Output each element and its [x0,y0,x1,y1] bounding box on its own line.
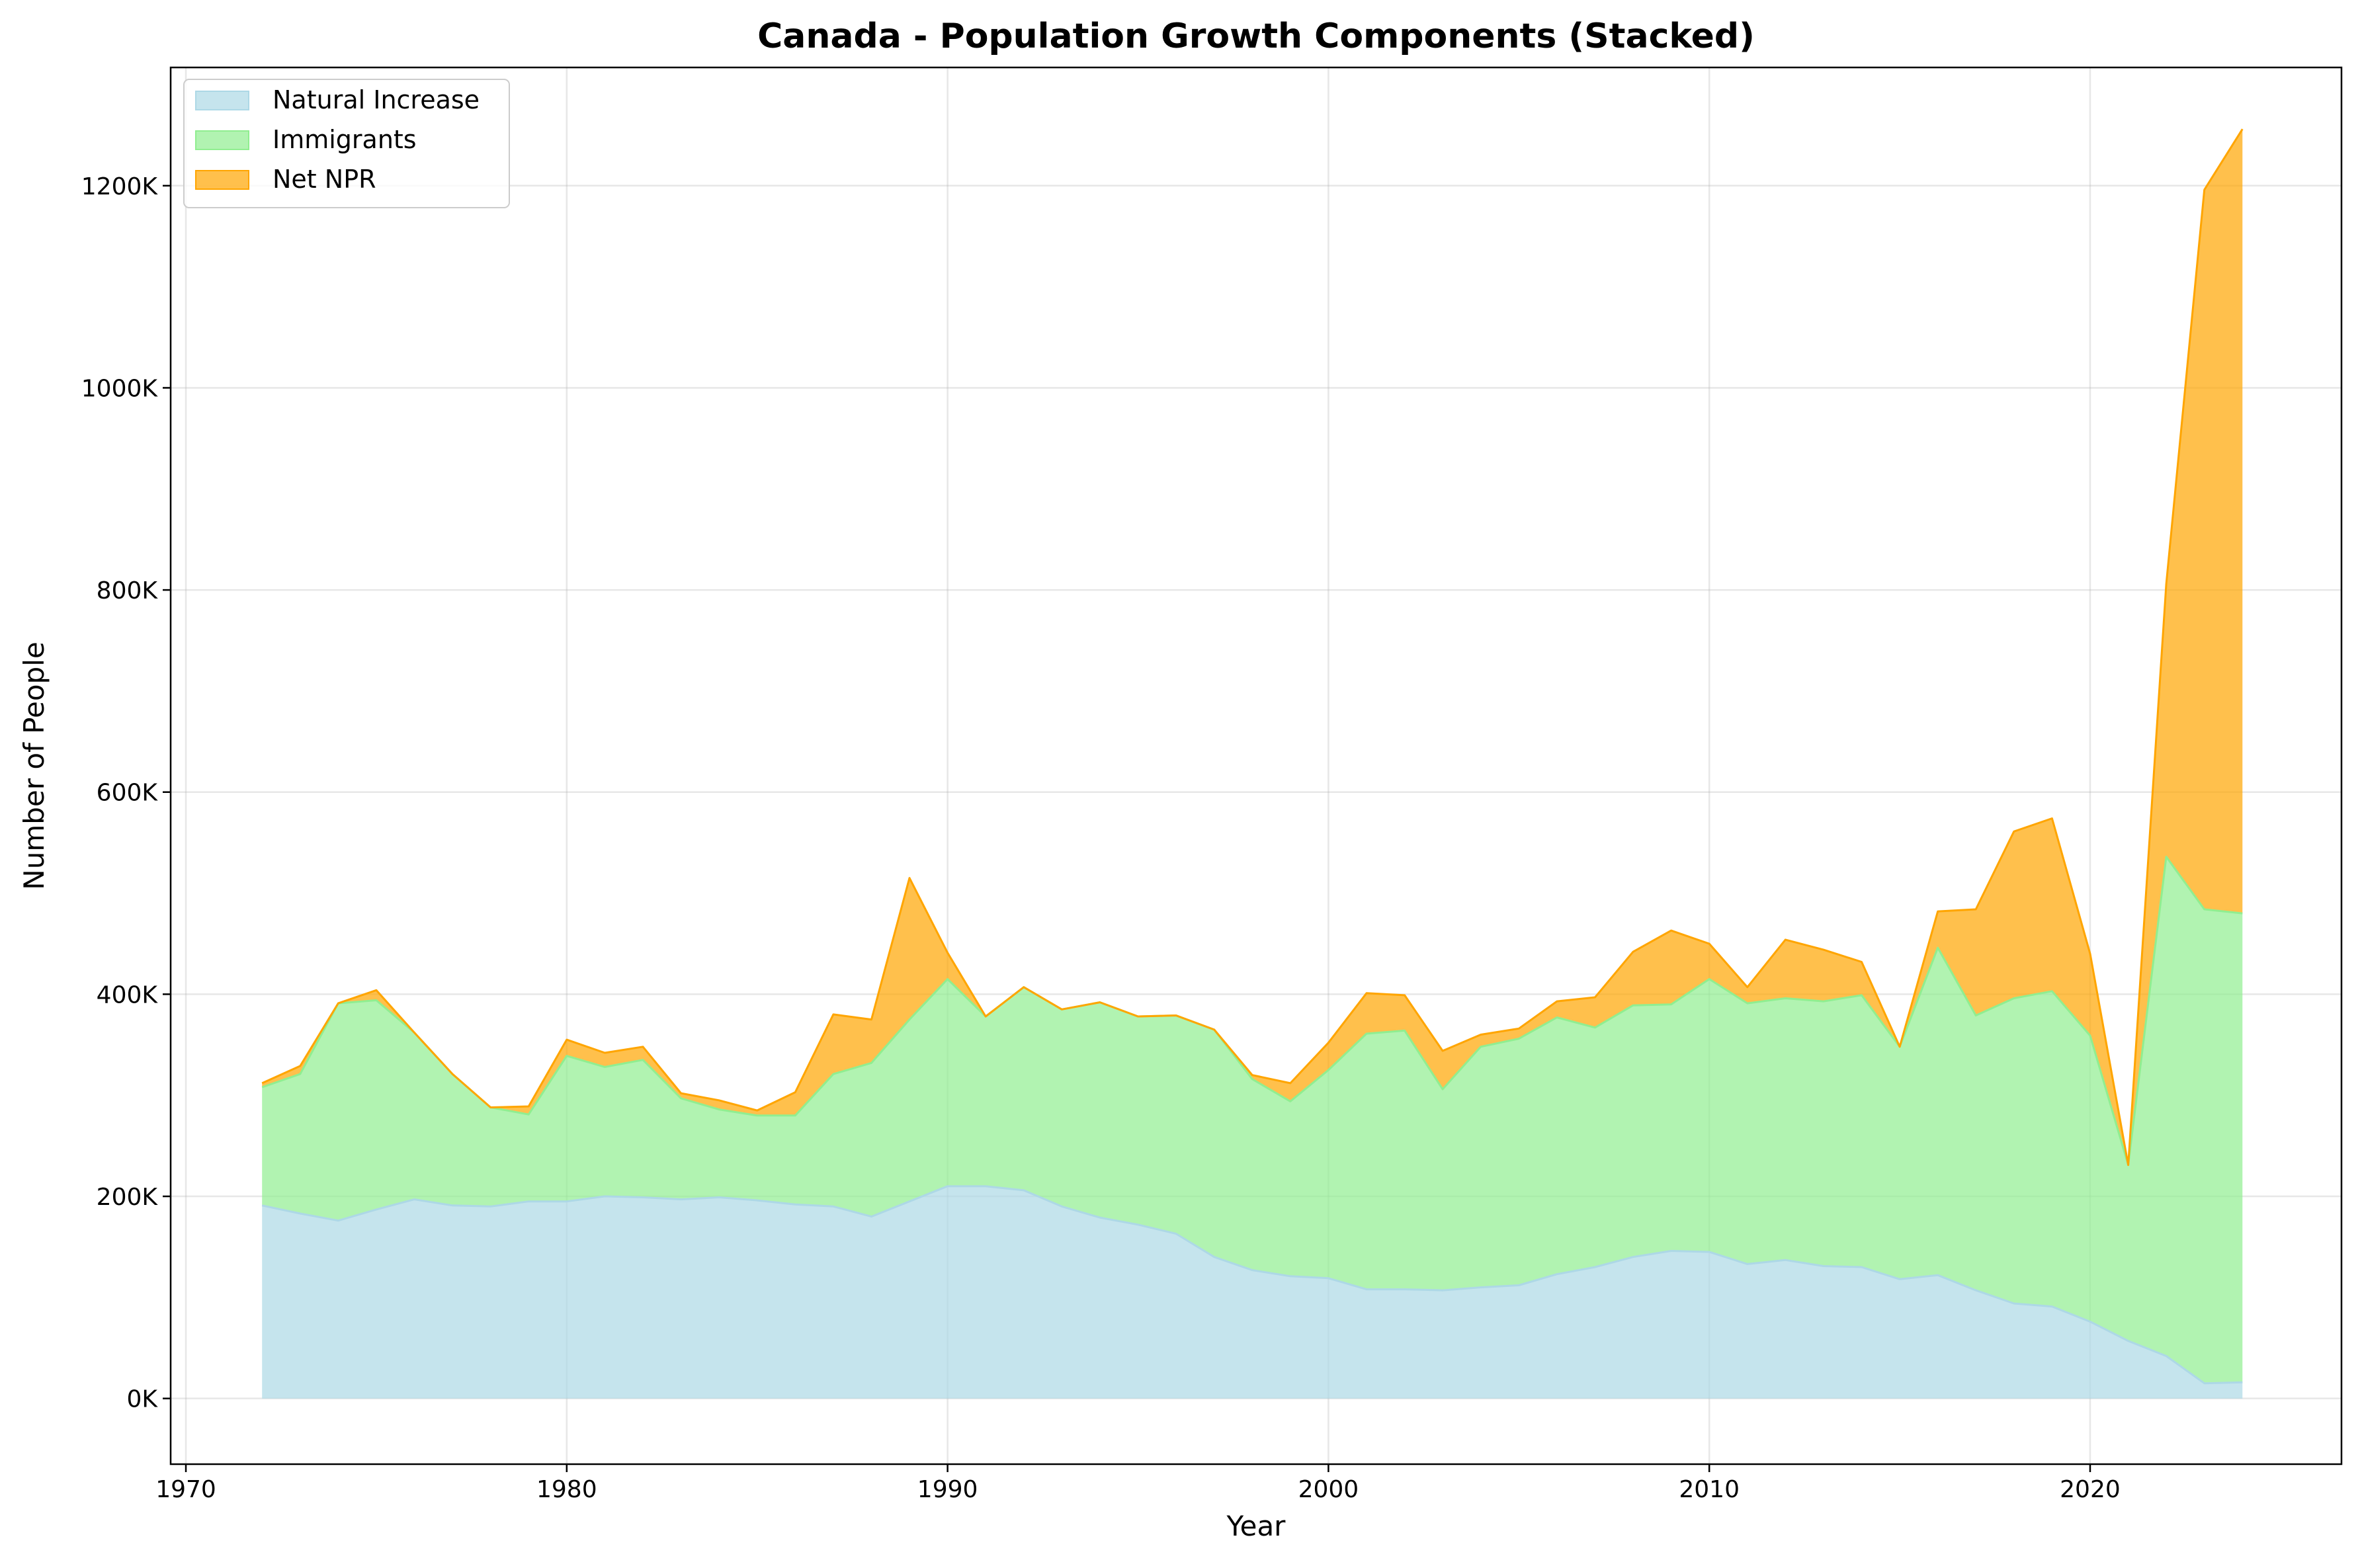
y-tick-label: 200K [97,1184,159,1211]
legend-swatch-natural-increase [195,91,249,110]
plot-frame [169,66,2343,1465]
x-axis-label: Year [1226,1510,1286,1542]
x-tick-label: 1990 [917,1476,978,1503]
natural-increase-area [262,1186,2243,1399]
natural-increase-top-line [261,1185,2243,1385]
net-npr-top-line [261,128,2244,1167]
x-tick-label: 2020 [2060,1476,2121,1503]
chart-title: Canada - Population Growth Components (S… [757,17,1755,56]
y-tick-label: 800K [97,577,159,604]
legend: Natural Increase Immigrants Net NPR [183,79,510,208]
x-tick-label: 2000 [1298,1476,1359,1503]
legend-items: Natural Increase Immigrants Net NPR [195,85,480,194]
y-axis-label: Number of People [18,641,50,889]
tick-layer: 1970 1980 1990 2000 2010 2020 0K 200K 400K 600K 80… [81,173,2121,1503]
immigrants-top-line [261,856,2243,1167]
y-tick-label: 1200K [81,173,159,200]
x-tick-label: 1980 [536,1476,597,1503]
y-tick-label: 1000K [81,375,159,402]
x-tick-label: 2010 [1679,1476,1740,1503]
legend-label-immigrants: Immigrants [273,125,417,154]
legend-box [183,79,510,208]
area-layer [262,129,2243,1399]
immigrants-area [262,856,2243,1383]
x-tick-label: 1970 [155,1476,216,1503]
line-layer [261,128,2244,1385]
legend-label-net-npr: Net NPR [273,165,376,194]
legend-swatch-immigrants [195,130,249,150]
y-tick-label: 0K [126,1386,158,1413]
legend-label-natural-increase: Natural Increase [273,85,480,114]
legend-swatch-net-npr [195,170,249,190]
y-tick-label: 600K [97,780,159,807]
y-tick-label: 400K [97,981,159,1009]
